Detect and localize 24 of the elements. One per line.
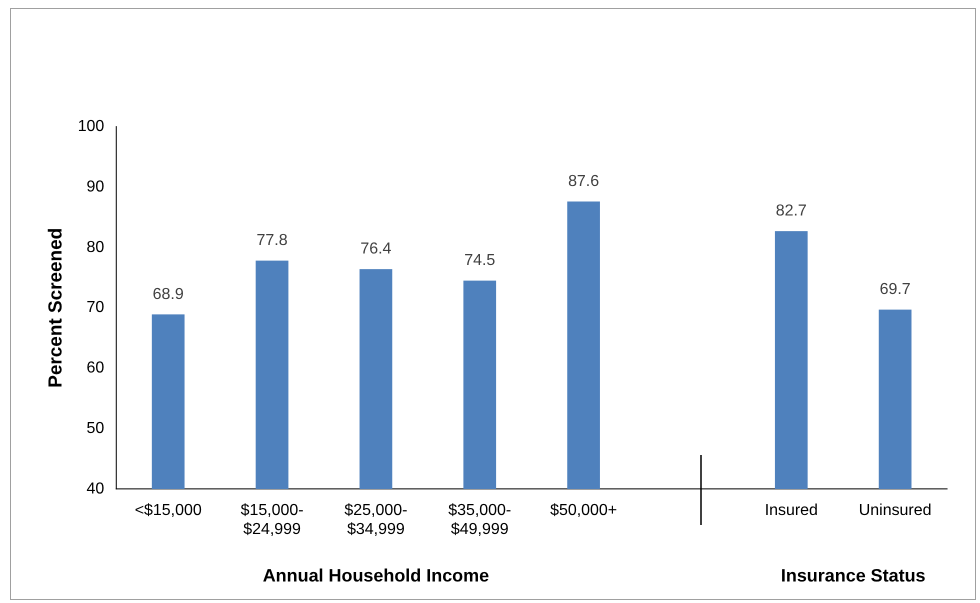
data-label: 74.5 [464, 252, 496, 270]
y-axis-title: Percent Screened [46, 228, 67, 388]
y-tick-label: 60 [86, 360, 104, 377]
x-tick-label: $35,000-$49,999 [448, 502, 512, 538]
text: Insurance Status [780, 566, 926, 586]
y-tick-label: 70 [86, 299, 104, 316]
data-label: 69.7 [880, 281, 911, 298]
data-label: 68.9 [152, 286, 184, 303]
y-tick-label: 50 [86, 420, 104, 437]
x-tick-label: $50,000+ [550, 502, 618, 519]
y-tick-label: 80 [86, 238, 104, 256]
y-tick-label: 90 [86, 178, 104, 196]
x-axis-title: Annual Household Income [262, 566, 490, 586]
x-tick-label: Uninsured [858, 502, 932, 519]
data-label: 76.4 [360, 240, 392, 258]
data-label: 77.8 [256, 232, 288, 250]
y-tick-label: 100 [78, 118, 104, 135]
x-tick-label: <$15,000 [134, 502, 202, 519]
x-tick-label: Insured [764, 502, 818, 519]
y-tick-label: 40 [86, 480, 104, 498]
data-label: 82.7 [776, 202, 807, 220]
x-tick-label: $25,000-$34,999 [344, 502, 408, 538]
x-tick-label: $15,000-$24,999 [240, 502, 304, 538]
data-label: 87.6 [568, 172, 600, 190]
